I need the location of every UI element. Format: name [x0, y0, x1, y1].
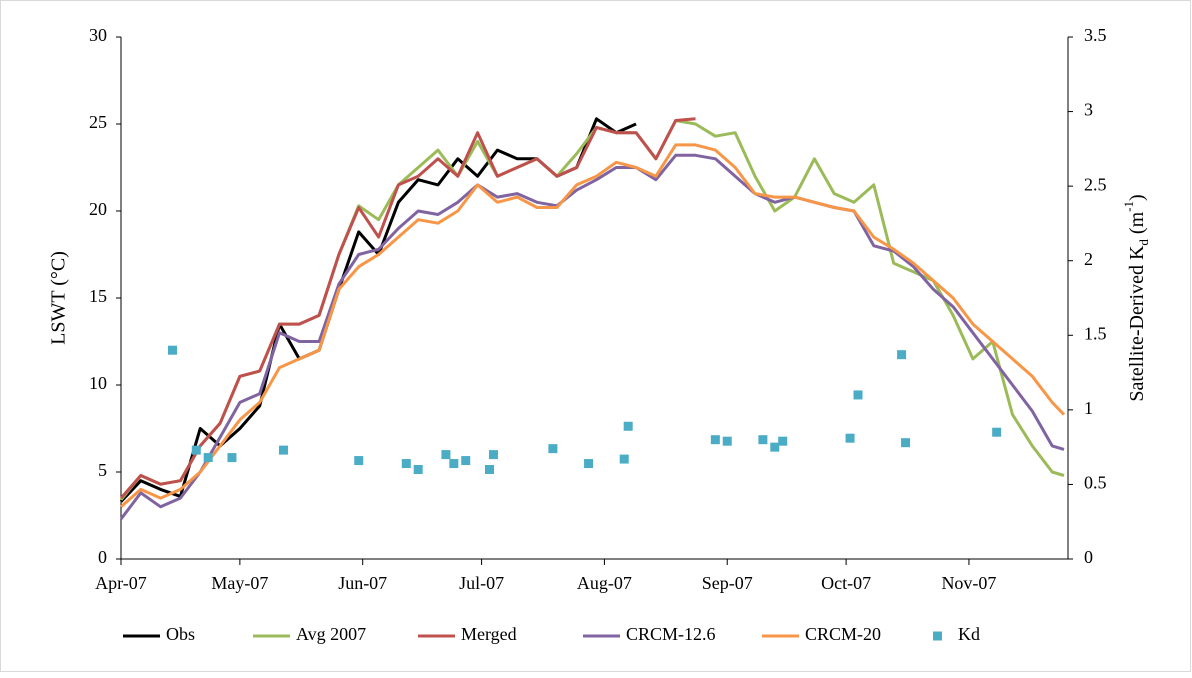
y2-label-part: (m	[1126, 211, 1148, 239]
legend-label: CRCM-12.6	[626, 624, 716, 644]
y2-tick-label: 0	[1084, 547, 1093, 567]
kd-point	[619, 454, 629, 464]
kd-point	[203, 453, 213, 463]
y2-label-part: d	[1136, 239, 1151, 246]
legend-label: Kd	[958, 624, 980, 644]
y2-axis-label: Satellite-Derived Kd (m-1)	[1121, 194, 1151, 401]
x-tick-label: May-07	[211, 573, 268, 593]
kd-point	[897, 350, 907, 360]
x-tick-label: Sep-07	[702, 573, 753, 593]
series-line	[119, 153, 1065, 520]
y2-tick-label: 2	[1084, 249, 1093, 269]
y-tick-label: 30	[89, 25, 107, 45]
series-line	[119, 117, 696, 500]
y-tick-label: 5	[98, 460, 107, 480]
y-tick-label: 25	[89, 112, 107, 132]
kd-point	[710, 435, 720, 445]
y2-tick-label: 2.5	[1084, 174, 1107, 194]
kd-point	[413, 465, 423, 475]
kd-point	[853, 390, 863, 400]
x-tick-label: Aug-07	[577, 573, 632, 593]
kd-point	[227, 453, 237, 463]
kd-point	[191, 445, 201, 455]
legend-label: Obs	[166, 624, 195, 644]
kd-point	[484, 465, 494, 475]
y-tick-label: 20	[89, 199, 107, 219]
y2-label-part: -1	[1121, 201, 1136, 212]
kd-point	[992, 427, 1002, 437]
kd-point	[449, 459, 459, 469]
x-tick-label: Jul-07	[459, 573, 504, 593]
legend-label: Merged	[461, 624, 517, 644]
y-tick-label: 10	[89, 373, 107, 393]
x-tick-label: Jun-07	[338, 573, 387, 593]
y2-tick-label: 1.5	[1084, 323, 1107, 343]
y2-label-part: )	[1126, 194, 1148, 201]
y2-tick-label: 3.5	[1084, 25, 1107, 45]
kd-point	[548, 444, 558, 454]
kd-point	[901, 438, 911, 448]
y2-tick-label: 0.5	[1084, 473, 1107, 493]
y-tick-label: 15	[89, 286, 107, 306]
x-tick-label: Nov-07	[941, 573, 996, 593]
kd-point	[770, 442, 780, 452]
kd-point	[488, 450, 498, 460]
kd-point	[758, 435, 768, 445]
kd-point	[278, 445, 288, 455]
kd-point	[461, 456, 471, 466]
legend-swatch	[933, 631, 942, 641]
kd-point	[845, 433, 855, 443]
y2-tick-label: 1	[1084, 398, 1093, 418]
legend-label: Avg 2007	[296, 624, 366, 644]
x-tick-label: Apr-07	[95, 573, 147, 593]
kd-point	[168, 345, 178, 355]
legend-label: CRCM-20	[805, 624, 881, 644]
kd-point	[401, 459, 411, 469]
kd-point	[778, 436, 788, 446]
y-axis-label: LSWT (°C)	[48, 251, 70, 345]
y2-tick-label: 3	[1084, 100, 1093, 120]
y2-label-part: Satellite-Derived K	[1126, 245, 1148, 402]
y-tick-label: 0	[98, 547, 107, 567]
series-line	[120, 143, 1066, 508]
kd-point	[441, 450, 451, 460]
kd-point	[623, 421, 633, 431]
kd-point	[584, 459, 594, 469]
x-tick-label: Oct-07	[821, 573, 871, 593]
kd-point	[722, 436, 732, 446]
kd-point	[354, 456, 364, 466]
